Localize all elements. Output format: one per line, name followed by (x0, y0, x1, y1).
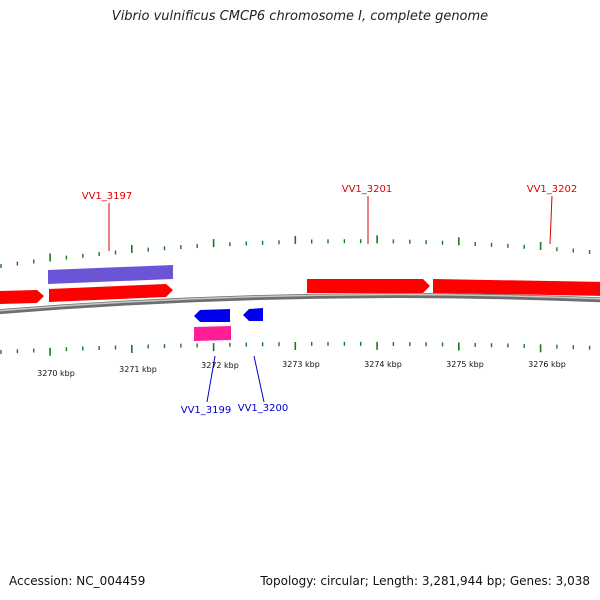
leader-line-vv1-3199 (206, 355, 216, 403)
scale-label-3275: 3275 kbp (446, 360, 484, 369)
leader-line-vv1-3202 (549, 195, 553, 245)
accession-value: NC_004459 (76, 574, 146, 588)
chromosome-backbone-highlight (0, 293, 600, 312)
gene-label-vv1-3197[interactable]: VV1_3197 (82, 191, 133, 202)
gene-arrow-vv1-3200[interactable] (243, 308, 263, 321)
scale-label-3274: 3274 kbp (364, 360, 402, 369)
genome-title: Vibrio vulnificus CMCP6 chromosome I, co… (111, 9, 489, 24)
scale-label-3271: 3271 kbp (119, 365, 157, 374)
feature-bar-magenta[interactable] (194, 326, 231, 341)
chromosome-backbone (0, 293, 600, 315)
gene-arrow-vv1-3199[interactable] (194, 309, 230, 322)
gene-label-vv1-3201[interactable]: VV1_3201 (342, 184, 393, 195)
accession-info: Accession: NC_004459 (9, 574, 145, 588)
gene-label-vv1-3199[interactable]: VV1_3199 (181, 405, 232, 416)
accession-label: Accession: (9, 574, 73, 588)
scale-label-3270: 3270 kbp (37, 369, 75, 378)
genome-summary: Topology: circular; Length: 3,281,944 bp… (260, 574, 590, 588)
inner-tick-ring (0, 341, 591, 356)
gene-arrow-vv1-3201[interactable] (307, 279, 430, 293)
gene-label-vv1-3200[interactable]: VV1_3200 (238, 403, 289, 414)
gene-label-vv1-3202[interactable]: VV1_3202 (527, 184, 578, 195)
gene-arrow-vv1-3197[interactable] (49, 284, 173, 302)
leader-line-vv1-3200 (253, 355, 265, 403)
scale-label-3272: 3272 kbp (201, 361, 239, 370)
feature-bar-purple[interactable] (48, 265, 173, 284)
outer-tick-ring (0, 235, 591, 268)
scale-label-3273: 3273 kbp (282, 360, 320, 369)
gene-arrow-vv1-3202[interactable] (433, 279, 600, 296)
scale-label-3276: 3276 kbp (528, 360, 566, 369)
gene-arrow-left-edge[interactable] (0, 290, 44, 304)
